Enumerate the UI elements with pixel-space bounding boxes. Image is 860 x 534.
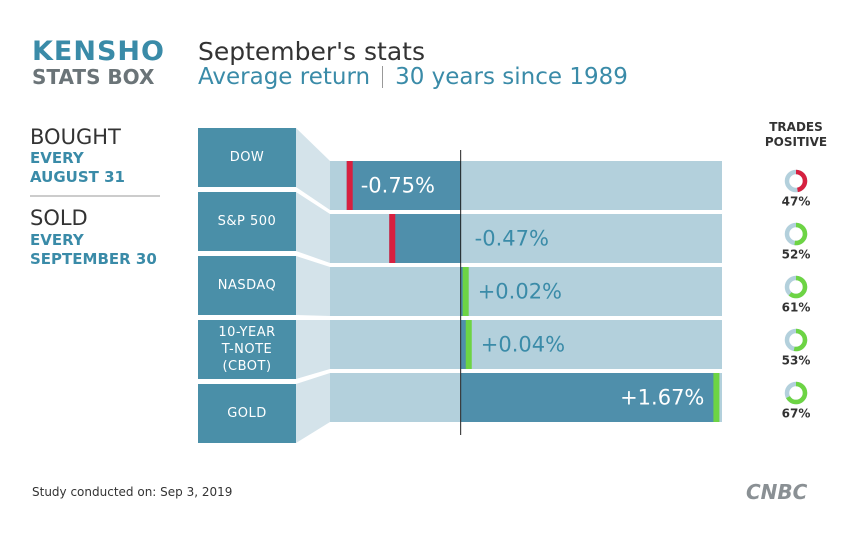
brand: KENSHO: [32, 36, 165, 67]
subtitle-part: Average return: [198, 64, 371, 90]
bar: [389, 214, 461, 263]
bar: [460, 267, 464, 316]
connector: [296, 320, 330, 379]
donut-label: 52%: [782, 248, 811, 262]
category-label: NASDAQ: [198, 256, 296, 315]
category-label: S&P 500: [198, 192, 296, 251]
bar-marker: [713, 373, 720, 422]
sold-when: SEPTEMBER 30: [30, 250, 157, 268]
bar-marker: [346, 161, 353, 210]
connector: [296, 256, 330, 316]
donut-label: 67%: [782, 407, 811, 421]
bar-track: [330, 320, 722, 369]
bar-marker: [465, 320, 472, 369]
donut-label: 47%: [782, 195, 811, 209]
bar-marker: [389, 214, 396, 263]
subtitle: Average return 30 years since 1989: [198, 64, 628, 90]
connector: [296, 192, 330, 263]
logo: CNBC: [746, 480, 808, 504]
connector: [296, 373, 330, 443]
bought: BOUGHT: [30, 125, 121, 149]
value-label: +0.02%: [478, 280, 562, 304]
donut-arc: [784, 222, 808, 246]
value-label: +0.04%: [481, 333, 565, 357]
donut-arc: [784, 275, 808, 299]
trades-title: TRADES POSITIVE: [764, 120, 828, 149]
bar: [346, 161, 461, 210]
category-label: DOW: [198, 128, 296, 187]
bar-track: [330, 267, 722, 316]
separator: [382, 66, 384, 88]
bar-marker: [462, 267, 469, 316]
sold-when: EVERY: [30, 231, 84, 249]
bar: [460, 373, 715, 422]
donut-arc: [784, 328, 808, 352]
bought-when: EVERY: [30, 149, 84, 167]
value-label: -0.75%: [361, 174, 435, 198]
connector: [296, 128, 330, 210]
donut-label: 53%: [782, 354, 811, 368]
bar: [460, 320, 467, 369]
brand-sub: STATS BOX: [32, 65, 155, 89]
footer: Study conducted on: Sep 3, 2019: [32, 485, 233, 499]
sold: SOLD: [30, 206, 88, 230]
bought-when: AUGUST 31: [30, 168, 125, 186]
donut-arc: [784, 381, 808, 405]
subtitle-part: 30 years since 1989: [395, 64, 628, 90]
donut-label: 61%: [782, 301, 811, 315]
value-label: -0.47%: [475, 227, 549, 251]
donut-arc: [784, 169, 808, 193]
chart-title: September's stats: [198, 37, 426, 66]
category-label: GOLD: [198, 384, 296, 443]
category-label: 10-YEAR T-NOTE (CBOT): [198, 320, 296, 379]
value-label: +1.67%: [620, 386, 704, 410]
